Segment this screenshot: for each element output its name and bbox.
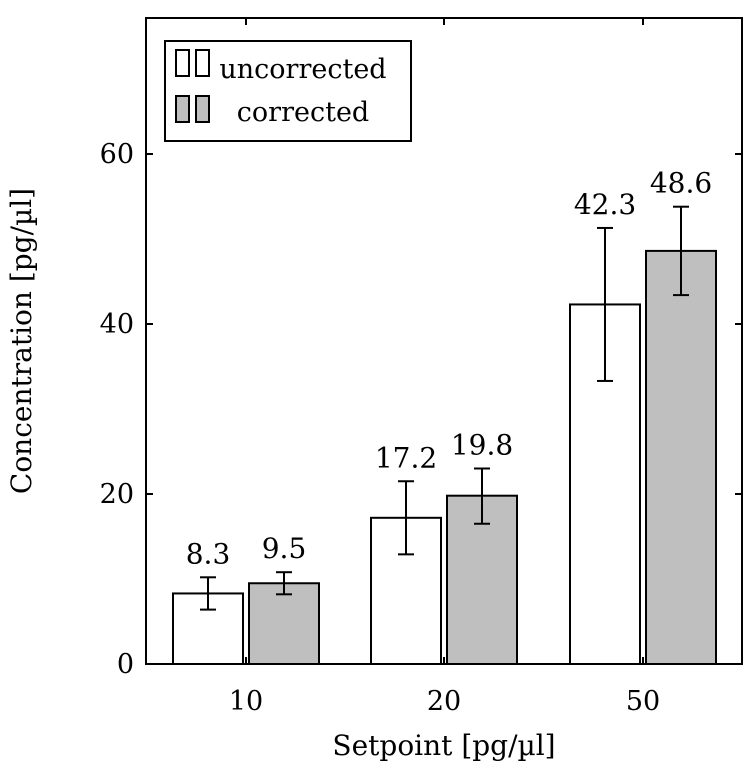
error-bar-uncorrected-20 — [398, 480, 414, 556]
y-tick-label: 40 — [100, 309, 134, 340]
bar-corrected-50 — [645, 249, 717, 665]
data-labels-layer: 8.3 17.2 42.3 9.5 19.8 48.6 — [186, 167, 712, 571]
data-label-uncorrected-20: 17.2 — [375, 441, 437, 474]
x-axis-label: Setpoint [pg/µl] — [332, 729, 555, 762]
x-tick-label-10: 10 — [229, 686, 263, 717]
data-label-corrected-20: 19.8 — [451, 429, 513, 462]
data-label-corrected-10: 9.5 — [262, 532, 307, 565]
x-tick-label-50: 50 — [626, 686, 660, 717]
y-tick-label: 20 — [100, 479, 134, 510]
x-axis: 10 20 50 — [229, 18, 660, 717]
legend-swatch-corrected-2 — [195, 95, 210, 123]
error-bar-corrected-10 — [276, 571, 292, 596]
data-label-uncorrected-10: 8.3 — [186, 537, 231, 570]
error-bar-uncorrected-50 — [597, 226, 613, 382]
x-tick-label-20: 20 — [427, 686, 461, 717]
legend: uncorrected corrected — [164, 40, 412, 142]
legend-label-corrected: corrected — [237, 97, 369, 128]
y-axis: 0 20 40 60 — [100, 139, 742, 680]
legend-label-uncorrected: uncorrected — [219, 54, 386, 85]
y-tick-label: 0 — [117, 649, 134, 680]
legend-swatch-uncorrected — [175, 49, 190, 77]
error-bars-layer — [200, 205, 689, 611]
legend-box — [164, 40, 412, 142]
y-tick-label: 60 — [100, 139, 134, 170]
error-bar-corrected-20 — [474, 467, 490, 525]
data-label-corrected-50: 48.6 — [650, 167, 712, 200]
error-bar-uncorrected-10 — [200, 576, 216, 611]
y-axis-label: Concentration [pg/µl] — [5, 188, 38, 494]
bars-layer — [172, 249, 717, 666]
legend-swatch-uncorrected-2 — [195, 49, 210, 77]
legend-swatch-corrected — [175, 95, 190, 123]
data-label-uncorrected-50: 42.3 — [574, 188, 636, 221]
bar-corrected-10 — [248, 582, 320, 665]
error-bar-corrected-50 — [673, 205, 689, 297]
